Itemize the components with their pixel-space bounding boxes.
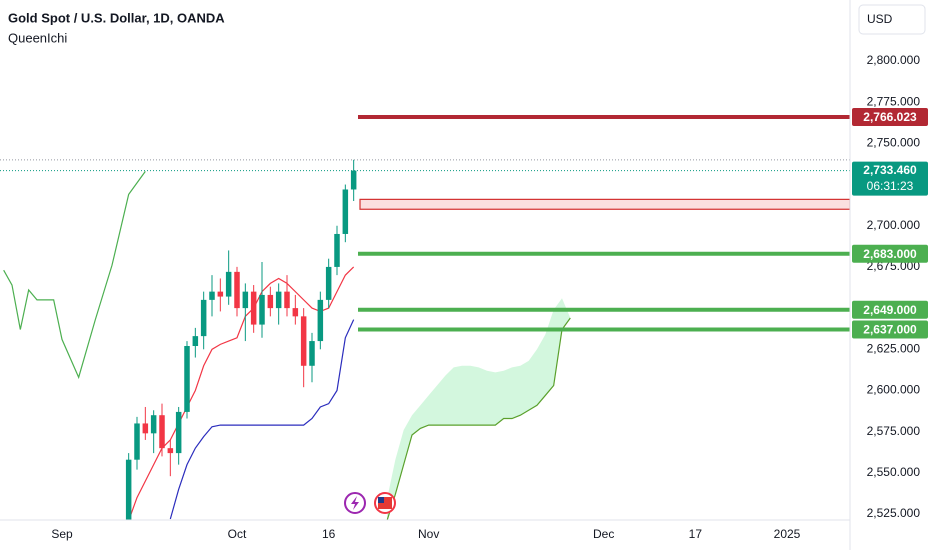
y-tick-label: 2,750.000 — [867, 136, 921, 150]
indicator-name: QueenIchi — [8, 30, 67, 45]
lightning — [351, 496, 359, 510]
plot-area — [0, 114, 850, 520]
current-price-label: 2,733.460 — [863, 163, 917, 177]
level-label: 2,683.000 — [863, 247, 917, 261]
x-tick-label: 17 — [689, 527, 703, 541]
y-tick-label: 2,700.000 — [867, 218, 921, 232]
y-tick-label: 2,775.000 — [867, 94, 921, 108]
indicator-line — [128, 266, 355, 520]
candle-body — [142, 423, 149, 434]
candle-body — [209, 291, 215, 300]
candle-body — [234, 271, 240, 309]
y-tick-label: 2,625.000 — [867, 341, 921, 355]
candle-body — [317, 299, 324, 342]
candle-body — [150, 415, 157, 434]
candle-body — [167, 448, 174, 454]
current-price-box — [852, 161, 928, 196]
level-label-box — [852, 300, 928, 319]
candle-body — [275, 291, 282, 309]
x-tick-label: Nov — [418, 527, 439, 541]
candle-body — [284, 291, 290, 309]
chart-title: Gold Spot / U.S. Dollar, 1D, OANDA — [8, 10, 225, 25]
indicator-line — [169, 319, 355, 520]
countdown: 06:31:23 — [867, 179, 914, 193]
y-tick-label: 2,550.000 — [867, 465, 921, 479]
level-label: 2,637.000 — [863, 323, 917, 337]
y-tick-label: 2,525.000 — [867, 506, 921, 520]
y-tick-label: 2,600.000 — [867, 383, 921, 397]
candle-body — [325, 266, 332, 300]
level-label-box — [852, 107, 928, 126]
candle-body — [350, 170, 357, 190]
candle-body — [292, 308, 299, 317]
candle-body — [184, 346, 190, 412]
candle-body — [134, 423, 140, 460]
candle-body — [309, 341, 315, 366]
candle-body — [334, 233, 340, 267]
currency[interactable]: USD — [867, 12, 893, 26]
cloud — [387, 298, 571, 520]
level-label-box — [852, 244, 928, 263]
candle-body — [242, 291, 249, 309]
candle-body — [259, 294, 265, 325]
candle-body — [300, 316, 307, 366]
candle-body — [250, 291, 257, 325]
level-label: 2,649.000 — [863, 303, 917, 317]
indicator-line — [3, 171, 146, 380]
x-tick-label: Oct — [228, 527, 247, 541]
y-tick-label: 2,575.000 — [867, 424, 921, 438]
candle-body — [175, 411, 182, 454]
x-tick-label: 16 — [322, 527, 336, 541]
candle-body — [125, 459, 132, 520]
candle-body — [200, 299, 207, 337]
y-tick-label: 2,800.000 — [867, 53, 921, 67]
candle-body — [217, 291, 224, 297]
candle-body — [267, 294, 274, 309]
currency-button[interactable] — [858, 4, 926, 35]
level-label: 2,766.023 — [863, 110, 917, 124]
x-tick-label: 2025 — [774, 527, 801, 541]
zone — [359, 198, 850, 210]
cloud-line — [386, 317, 571, 520]
event-icons — [344, 492, 396, 514]
candle-body — [192, 336, 199, 347]
x-tick-label: Sep — [51, 527, 73, 541]
candle-body — [159, 415, 165, 449]
x-tick-label: Dec — [593, 527, 614, 541]
candle-body — [225, 271, 232, 297]
level-label-box — [852, 320, 928, 339]
flag-canton — [378, 497, 384, 503]
candle-body — [342, 189, 349, 234]
